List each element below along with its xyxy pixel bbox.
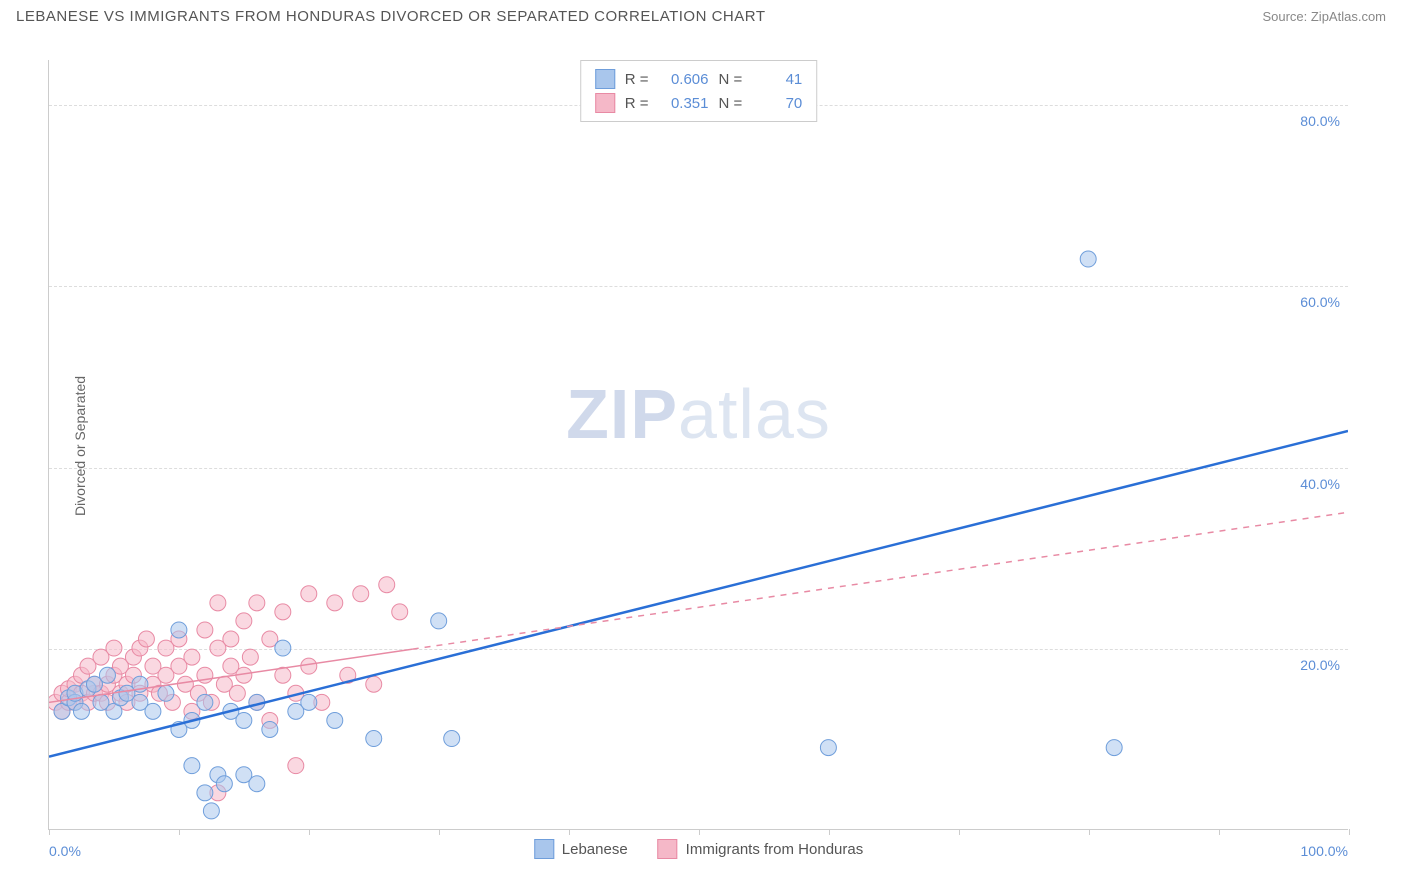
scatter-point	[366, 731, 382, 747]
r-label: R =	[625, 95, 649, 112]
x-tick	[829, 829, 830, 835]
scatter-point	[236, 712, 252, 728]
x-tick	[959, 829, 960, 835]
scatter-point	[1080, 251, 1096, 267]
scatter-point	[301, 694, 317, 710]
scatter-point	[242, 649, 258, 665]
x-tick	[1219, 829, 1220, 835]
chart-svg	[49, 60, 1348, 829]
scatter-point	[216, 776, 232, 792]
scatter-point	[223, 631, 239, 647]
x-tick	[1089, 829, 1090, 835]
scatter-point	[184, 758, 200, 774]
scatter-point	[203, 803, 219, 819]
scatter-point	[145, 703, 161, 719]
x-axis-label: 0.0%	[49, 843, 81, 859]
trend-line	[49, 431, 1348, 757]
legend-label-honduras: Immigrants from Honduras	[686, 841, 864, 858]
scatter-point	[73, 703, 89, 719]
trend-line-dashed	[413, 512, 1348, 649]
legend-label-lebanese: Lebanese	[562, 841, 628, 858]
scatter-point	[392, 604, 408, 620]
scatter-point	[275, 604, 291, 620]
scatter-point	[197, 622, 213, 638]
scatter-point	[184, 649, 200, 665]
r-value-lebanese: 0.606	[659, 71, 709, 88]
r-value-honduras: 0.351	[659, 95, 709, 112]
n-value-lebanese: 41	[752, 71, 802, 88]
scatter-point	[431, 613, 447, 629]
scatter-point	[1106, 740, 1122, 756]
x-axis-label: 100.0%	[1301, 843, 1348, 859]
scatter-point	[262, 721, 278, 737]
x-tick	[179, 829, 180, 835]
scatter-point	[229, 685, 245, 701]
scatter-point	[236, 613, 252, 629]
scatter-point	[288, 758, 304, 774]
scatter-point	[99, 667, 115, 683]
scatter-point	[379, 577, 395, 593]
x-tick	[49, 829, 50, 835]
scatter-point	[138, 631, 154, 647]
n-label: N =	[719, 71, 743, 88]
scatter-point	[353, 586, 369, 602]
scatter-point	[275, 640, 291, 656]
swatch-honduras	[595, 93, 615, 113]
swatch-lebanese-bottom	[534, 839, 554, 859]
scatter-point	[249, 595, 265, 611]
scatter-point	[366, 676, 382, 692]
x-tick	[699, 829, 700, 835]
x-tick	[309, 829, 310, 835]
scatter-point	[301, 658, 317, 674]
scatter-point	[327, 712, 343, 728]
n-value-honduras: 70	[752, 95, 802, 112]
scatter-point	[327, 595, 343, 611]
scatter-point	[106, 640, 122, 656]
stats-legend-box: R = 0.606 N = 41 R = 0.351 N = 70	[580, 60, 818, 122]
chart-plot-area: ZIPatlas 20.0%40.0%60.0%80.0% R = 0.606 …	[48, 60, 1348, 830]
legend-item-lebanese: Lebanese	[534, 839, 628, 859]
swatch-lebanese	[595, 69, 615, 89]
scatter-point	[171, 622, 187, 638]
stats-row-lebanese: R = 0.606 N = 41	[595, 67, 803, 91]
scatter-point	[197, 785, 213, 801]
scatter-point	[210, 595, 226, 611]
legend-item-honduras: Immigrants from Honduras	[658, 839, 864, 859]
scatter-point	[820, 740, 836, 756]
x-tick	[569, 829, 570, 835]
scatter-point	[444, 731, 460, 747]
bottom-legend: Lebanese Immigrants from Honduras	[534, 839, 863, 859]
source-label: Source: ZipAtlas.com	[1262, 9, 1386, 24]
swatch-honduras-bottom	[658, 839, 678, 859]
r-label: R =	[625, 71, 649, 88]
scatter-point	[158, 685, 174, 701]
n-label: N =	[719, 95, 743, 112]
x-tick	[439, 829, 440, 835]
scatter-point	[197, 694, 213, 710]
stats-row-honduras: R = 0.351 N = 70	[595, 91, 803, 115]
chart-title: LEBANESE VS IMMIGRANTS FROM HONDURAS DIV…	[16, 8, 765, 25]
scatter-point	[301, 586, 317, 602]
scatter-point	[249, 776, 265, 792]
x-tick	[1349, 829, 1350, 835]
